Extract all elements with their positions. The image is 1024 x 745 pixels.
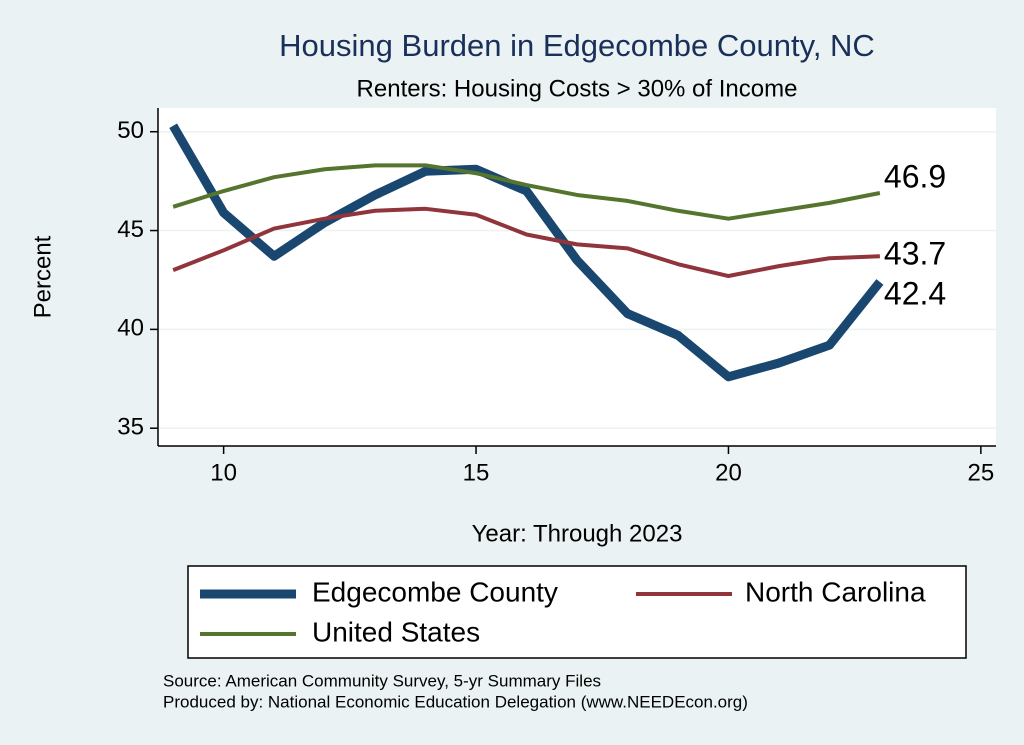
legend-label: North Carolina <box>745 576 926 607</box>
x-tick-label: 15 <box>463 459 490 486</box>
series-line <box>172 206 880 279</box>
legend-label: United States <box>312 616 480 647</box>
note: Source: American Community Survey, 5-yr … <box>163 671 601 690</box>
legend-label: Edgecombe County <box>312 576 558 607</box>
x-tick-label: 20 <box>715 459 742 486</box>
x-axis-label: Year: Through 2023 <box>472 520 683 547</box>
x-tick-label: 10 <box>210 459 237 486</box>
note: Produced by: National Economic Education… <box>163 692 748 711</box>
chart-subtitle: Renters: Housing Costs > 30% of Income <box>357 75 798 102</box>
y-tick-label: 45 <box>117 216 144 243</box>
y-axis-label: Percent <box>29 235 56 318</box>
data-label: 42.4 <box>884 275 946 311</box>
chart-title: Housing Burden in Edgecombe County, NC <box>279 28 875 63</box>
y-tick-label: 40 <box>117 315 144 342</box>
y-tick-label: 35 <box>117 414 144 441</box>
legend <box>187 565 967 659</box>
data-label: 46.9 <box>884 158 946 194</box>
series-line <box>169 123 884 382</box>
x-tick-label: 25 <box>968 459 995 486</box>
plot-area <box>158 108 996 446</box>
y-tick-label: 50 <box>117 117 144 144</box>
data-label: 43.7 <box>884 236 946 272</box>
series-line <box>172 163 881 221</box>
